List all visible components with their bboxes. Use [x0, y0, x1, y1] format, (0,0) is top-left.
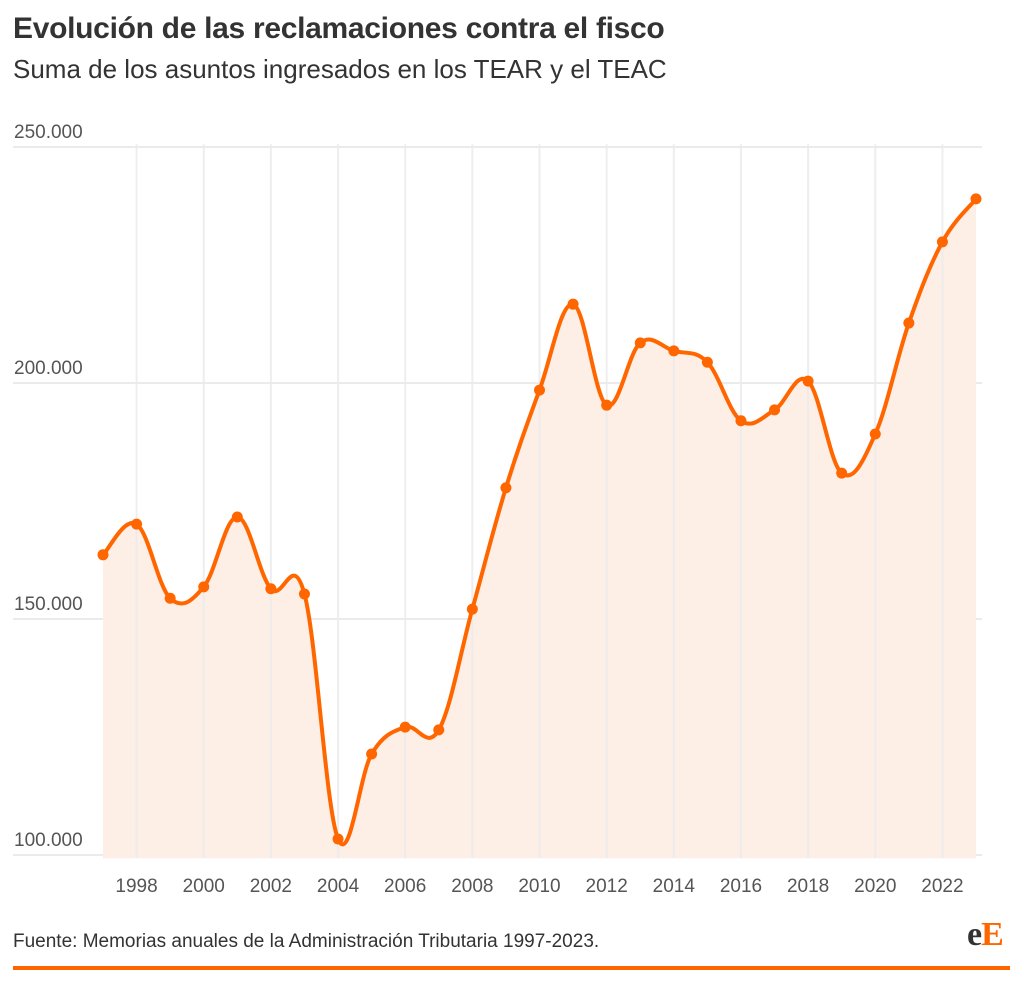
x-tick-label: 2000 — [183, 876, 225, 897]
y-tick-label: 100.000 — [14, 830, 83, 851]
y-tick-label: 150.000 — [14, 594, 83, 615]
x-tick-label: 1998 — [115, 876, 157, 897]
data-point — [131, 518, 143, 530]
data-point — [769, 404, 781, 416]
data-point — [668, 345, 680, 357]
data-point — [970, 193, 982, 205]
logo-e: e — [967, 916, 982, 953]
data-point — [466, 603, 478, 615]
data-point — [198, 581, 210, 593]
data-point — [903, 317, 915, 329]
x-tick-label: 2004 — [317, 876, 360, 897]
y-tick-label: 200.000 — [14, 358, 83, 379]
point-layer — [97, 193, 982, 845]
data-point — [836, 467, 848, 479]
series-line — [101, 196, 978, 847]
data-point — [869, 428, 881, 440]
data-point — [634, 337, 646, 349]
data-point — [399, 721, 411, 733]
x-tick-label: 2002 — [250, 876, 292, 897]
data-point — [567, 298, 579, 310]
x-tick-label: 2022 — [921, 876, 963, 897]
data-point — [298, 588, 310, 600]
brand-logo: eE — [967, 916, 1004, 953]
data-point — [735, 415, 747, 427]
x-tick-label: 2006 — [384, 876, 426, 897]
data-point — [265, 583, 277, 595]
chart-subtitle: Suma de los asuntos ingresados en los TE… — [13, 54, 667, 84]
data-point — [97, 549, 109, 561]
source-note: Fuente: Memorias anuales de la Administr… — [13, 931, 600, 952]
y-axis: 100.000 150.000 200.000 250.000 — [14, 122, 83, 851]
data-point — [231, 511, 243, 523]
x-tick-label: 2012 — [586, 876, 628, 897]
x-tick-label: 2008 — [451, 876, 493, 897]
logo-E: E — [981, 916, 1004, 953]
data-point — [164, 592, 176, 604]
y-tick-label: 250.000 — [14, 122, 83, 143]
x-tick-label: 2020 — [854, 876, 896, 897]
data-point — [433, 724, 445, 736]
x-axis: 1998 2000 2002 2004 2006 2008 2010 2012 2014 2016… — [115, 876, 963, 897]
data-point — [534, 384, 545, 396]
chart-title: Evolución de las reclamaciones contra el… — [13, 12, 665, 45]
data-point — [936, 236, 948, 248]
x-tick-label: 2018 — [787, 876, 829, 897]
data-point — [500, 482, 512, 494]
data-point — [802, 375, 814, 387]
data-point — [332, 833, 344, 845]
data-point — [366, 748, 378, 760]
data-point — [601, 399, 613, 411]
footer-rule — [13, 966, 1010, 970]
x-tick-label: 2016 — [720, 876, 762, 897]
data-point — [701, 356, 713, 368]
line-layer — [101, 196, 978, 847]
x-tick-label: 2014 — [653, 876, 696, 897]
vertical-grid — [135, 144, 944, 859]
x-tick-label: 2010 — [518, 876, 560, 897]
